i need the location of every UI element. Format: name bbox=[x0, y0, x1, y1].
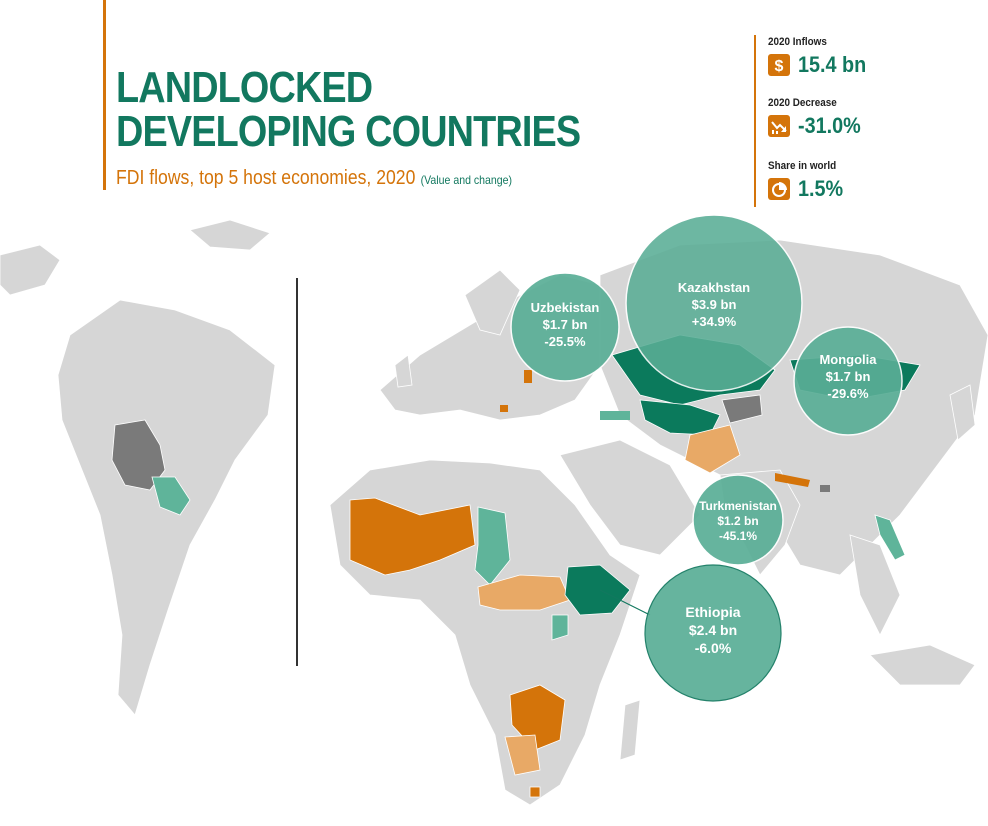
bubble-name: Ethiopia bbox=[685, 604, 740, 620]
botswana-shape bbox=[504, 734, 541, 776]
bubble-name: Kazakhstan bbox=[678, 280, 750, 295]
stats-accent-bar bbox=[754, 35, 756, 207]
bubble-change: +34.9% bbox=[692, 314, 737, 329]
bubble-mongolia: Mongolia $1.7 bn -29.6% bbox=[793, 326, 903, 436]
kyrgyz-tajik-shape bbox=[721, 394, 763, 424]
dollar-icon: $ bbox=[768, 54, 790, 76]
greenland-shape bbox=[0, 244, 61, 296]
page-subtitle: FDI flows, top 5 host economies, 2020 (Va… bbox=[116, 167, 512, 190]
bubble-name: Turkmenistan bbox=[699, 499, 777, 513]
bubble-kazakhstan: Kazakhstan $3.9 bn +34.9% bbox=[625, 215, 803, 392]
bubble-turkmenistan: Turkmenistan $1.2 bn -45.1% bbox=[692, 474, 784, 566]
uganda-rwanda-shape bbox=[551, 614, 569, 641]
arctic-islands-shape bbox=[189, 219, 271, 251]
afghanistan-shape bbox=[684, 424, 741, 474]
bubble-change: -6.0% bbox=[695, 640, 732, 656]
nepal-shape bbox=[775, 473, 810, 487]
page-title: LANDLOCKED DEVELOPING COUNTRIES bbox=[116, 66, 598, 154]
southeast-asia-shape bbox=[849, 534, 901, 636]
bubble-value: $1.7 bn bbox=[543, 317, 588, 332]
arabia-shape bbox=[559, 439, 701, 556]
bubble-change: -29.6% bbox=[827, 386, 869, 401]
bubble-change: -45.1% bbox=[719, 529, 757, 543]
bubble-uzbekistan: Uzbekistan $1.7 bn -25.5% bbox=[510, 272, 620, 382]
bubble-value: $1.2 bn bbox=[717, 514, 758, 528]
stat-value: 15.4 bn bbox=[798, 52, 867, 77]
stat-decrease: 2020 Decrease -31.0% bbox=[768, 97, 868, 139]
bubble-change: -25.5% bbox=[544, 334, 586, 349]
stat-value: -31.0% bbox=[798, 113, 861, 138]
world-map: Uzbekistan $1.7 bn -25.5% Kazakhstan $3.… bbox=[0, 215, 988, 806]
bubble-value: $2.4 bn bbox=[689, 622, 737, 638]
zambia-malawi-zimbabwe-shape bbox=[509, 684, 566, 751]
bubble-ethiopia: Ethiopia $2.4 bn -6.0% bbox=[599, 564, 782, 702]
bubble-value: $3.9 bn bbox=[692, 297, 737, 312]
subtitle-note: (Value and change) bbox=[420, 173, 513, 187]
indonesia-shape bbox=[869, 644, 976, 686]
pie-chart-icon bbox=[768, 178, 790, 200]
ethiopia-shape bbox=[564, 564, 631, 616]
stat-inflows: 2020 Inflows $ 15.4 bn bbox=[768, 36, 874, 78]
japan-shape bbox=[949, 384, 976, 441]
mali-niger-burkina-shape bbox=[349, 497, 476, 576]
trend-down-icon bbox=[768, 115, 790, 137]
moldova-shape bbox=[524, 370, 532, 383]
bhutan-shape bbox=[820, 485, 830, 492]
paraguay-shape bbox=[151, 476, 191, 516]
stat-share: Share in world 1.5% bbox=[768, 160, 848, 202]
bubble-name: Uzbekistan bbox=[531, 300, 600, 315]
title-line-1: LANDLOCKED bbox=[116, 63, 373, 112]
laos-shape bbox=[874, 514, 906, 561]
stat-value: 1.5% bbox=[798, 176, 844, 201]
map-divider bbox=[296, 278, 298, 666]
title-accent-bar bbox=[103, 0, 106, 190]
bubble-name: Mongolia bbox=[819, 352, 877, 367]
lesotho-shape bbox=[529, 786, 541, 798]
svg-text:$: $ bbox=[775, 58, 784, 75]
title-line-2: DEVELOPING COUNTRIES bbox=[116, 107, 581, 156]
serbia-shape bbox=[500, 405, 508, 412]
bubble-value: $1.7 bn bbox=[826, 369, 871, 384]
madagascar-shape bbox=[619, 699, 641, 761]
car-south-sudan-shape bbox=[477, 574, 571, 611]
caucasus-shape bbox=[600, 411, 630, 420]
scandinavia-shape bbox=[464, 269, 521, 336]
stat-label: 2020 Decrease bbox=[768, 97, 837, 109]
stat-label: 2020 Inflows bbox=[768, 36, 827, 48]
uk-shape bbox=[394, 354, 413, 388]
stat-label: Share in world bbox=[768, 160, 837, 172]
subtitle-text: FDI flows, top 5 host economies, 2020 bbox=[116, 167, 416, 189]
